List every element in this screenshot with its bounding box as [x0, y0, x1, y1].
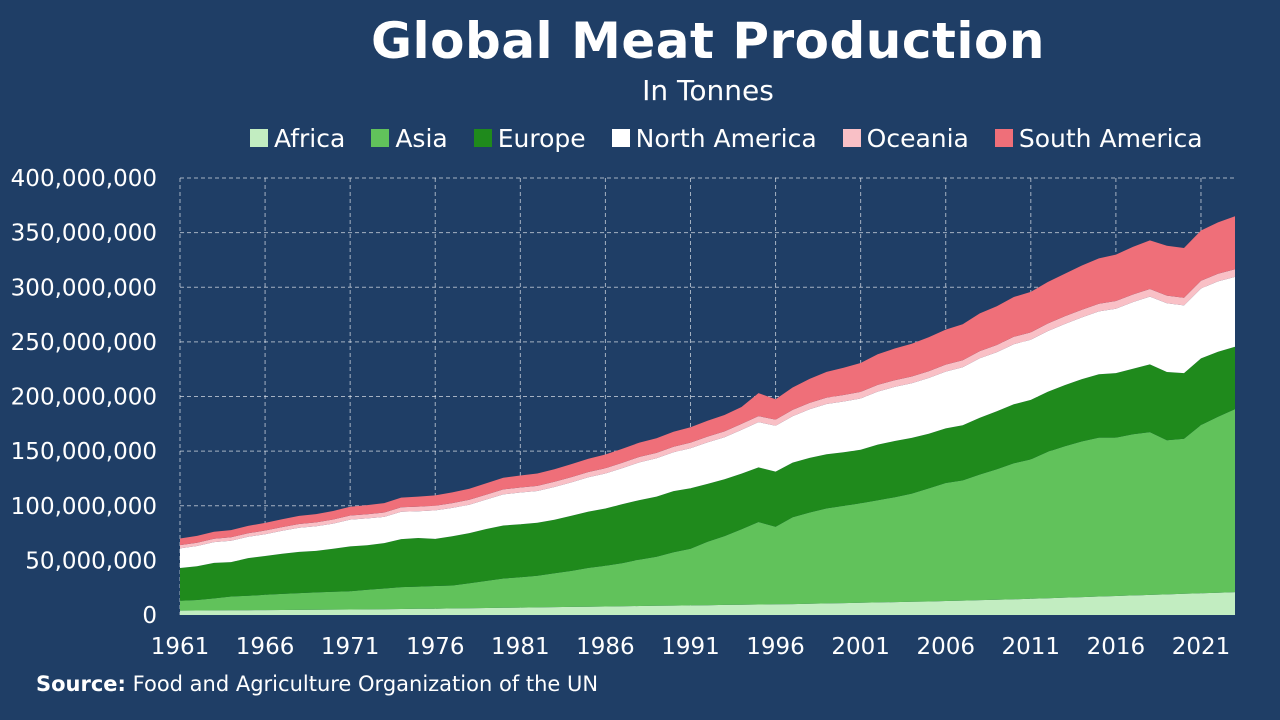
legend-swatch	[250, 129, 268, 147]
legend-label: South America	[1018, 123, 1203, 153]
series-areas	[180, 216, 1235, 615]
y-tick-label: 150,000,000	[11, 439, 157, 465]
x-tick-label: 1971	[321, 634, 380, 660]
x-tick-label: 1976	[406, 634, 465, 660]
area-north-america	[180, 276, 1235, 568]
source-label: Source:	[36, 672, 126, 696]
legend-swatch	[842, 129, 861, 147]
x-axis-ticks: 1961 1966 1971 1976 1981 1986 1991 1996 2001 2006…	[151, 634, 1231, 660]
y-axis-ticks: 0 50,000,000 100,000,000 150,000,000 200,000…	[11, 166, 157, 629]
x-tick-label: 2011	[1002, 634, 1061, 660]
legend-label: Asia	[395, 123, 448, 153]
legend-item-south-america: South America	[994, 123, 1203, 153]
source-text: Food and Agriculture Organization of the…	[132, 672, 599, 696]
area-south-america	[180, 216, 1235, 546]
x-tick-label: 1996	[746, 634, 805, 660]
source-note: Source: Food and Agriculture Organizatio…	[36, 672, 598, 696]
legend-label: North America	[635, 123, 817, 153]
x-tick-label: 1961	[151, 634, 210, 660]
legend-item-north-america: North America	[611, 123, 817, 153]
x-tick-label: 1981	[491, 634, 550, 660]
grid	[179, 177, 1235, 615]
area-oceania	[180, 269, 1235, 549]
x-tick-label: 2016	[1087, 634, 1146, 660]
y-tick-label: 250,000,000	[11, 330, 157, 356]
x-tick-label: 1986	[576, 634, 635, 660]
legend-label: Europe	[497, 123, 586, 153]
legend-item-oceania: Oceania	[842, 123, 969, 153]
x-tick-label: 1966	[236, 634, 295, 660]
y-tick-label: 350,000,000	[11, 221, 157, 247]
legend: Africa Asia Europe North America Oceania Sout…	[250, 120, 1229, 156]
area-africa	[180, 592, 1235, 615]
x-tick-label: 2021	[1172, 634, 1231, 660]
x-tick-label: 2001	[831, 634, 890, 660]
y-tick-label: 300,000,000	[11, 275, 157, 301]
y-tick-label: 200,000,000	[11, 385, 157, 411]
chart-title: Global Meat Production	[371, 12, 1045, 70]
legend-label: Oceania	[866, 123, 969, 153]
legend-item-europe: Europe	[473, 123, 586, 153]
legend-label: Africa	[274, 123, 346, 153]
y-tick-label: 400,000,000	[11, 166, 157, 192]
legend-swatch	[994, 129, 1013, 147]
legend-swatch	[371, 129, 390, 147]
area-asia	[180, 409, 1235, 611]
legend-swatch	[611, 129, 630, 147]
legend-swatch	[473, 129, 492, 147]
y-tick-label: 50,000,000	[25, 548, 157, 574]
chart-subtitle: In Tonnes	[642, 74, 774, 107]
x-tick-label: 1991	[661, 634, 720, 660]
legend-item-asia: Asia	[371, 123, 448, 153]
legend-item-africa: Africa	[250, 124, 345, 153]
x-tick-label: 2006	[916, 634, 975, 660]
area-europe	[180, 346, 1235, 601]
y-tick-label: 100,000,000	[11, 494, 157, 520]
y-tick-label: 0	[142, 603, 157, 629]
